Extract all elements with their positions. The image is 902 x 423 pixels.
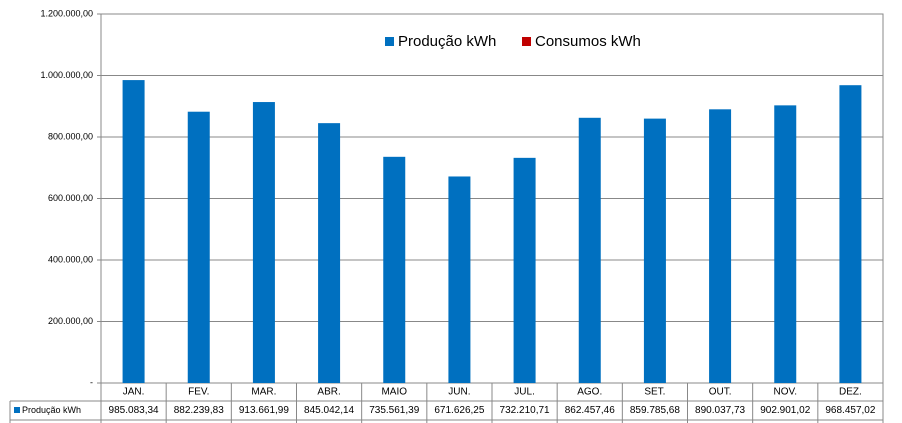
bar (709, 109, 732, 383)
bar (839, 85, 862, 383)
bar (513, 157, 536, 383)
table-value: 732.210,71 (500, 405, 550, 416)
legend-label: Produção kWh (398, 33, 496, 50)
x-tick-label: MAR. (251, 387, 276, 398)
table-value: 913.661,99 (239, 405, 289, 416)
y-tick-label: 600.000,00 (48, 193, 93, 203)
x-tick-label: NOV. (773, 387, 797, 398)
table-value: 968.457,02 (825, 405, 875, 416)
x-tick-label: DEZ. (839, 387, 862, 398)
bar (122, 80, 145, 383)
y-tick-label: 1.000.000,00 (40, 70, 93, 80)
legend-swatch (385, 37, 394, 46)
table-value: 985.083,34 (109, 405, 159, 416)
table-value: 890.037,73 (695, 405, 745, 416)
table-value: 882.239,83 (174, 405, 224, 416)
x-tick-label: MAIO (381, 387, 407, 398)
y-tick-label: 1.200.000,00 (40, 8, 93, 18)
table-key (14, 407, 20, 413)
bar (318, 123, 341, 384)
bar (578, 117, 601, 383)
legend-label: Consumos kWh (535, 33, 641, 50)
x-tick-label: JUL. (514, 387, 535, 398)
bar (448, 176, 471, 383)
table-value: 902.901,02 (760, 405, 810, 416)
x-tick-label: FEV. (188, 387, 209, 398)
table-value: 859.785,68 (630, 405, 680, 416)
table-series-name: Produção kWh (22, 405, 81, 415)
y-tick-label: 400.000,00 (48, 254, 93, 264)
x-tick-label: SET. (644, 387, 665, 398)
table-value: 735.561,39 (369, 405, 419, 416)
x-tick-label: JAN. (123, 387, 145, 398)
x-tick-label: ABR. (317, 387, 340, 398)
bar (187, 111, 210, 384)
bar (252, 102, 275, 383)
bar (774, 105, 797, 383)
table-value: 862.457,46 (565, 405, 615, 416)
y-tick-label: 800.000,00 (48, 131, 93, 141)
table-value: 671.626,25 (434, 405, 484, 416)
x-tick-label: JUN. (448, 387, 470, 398)
legend-swatch (522, 37, 531, 46)
bar (643, 118, 666, 383)
bar (383, 156, 406, 383)
y-tick-label: - (90, 377, 93, 387)
y-tick-label: 200.000,00 (48, 316, 93, 326)
x-tick-label: AGO. (577, 387, 602, 398)
table-value: 845.042,14 (304, 405, 354, 416)
x-tick-label: OUT. (709, 387, 732, 398)
